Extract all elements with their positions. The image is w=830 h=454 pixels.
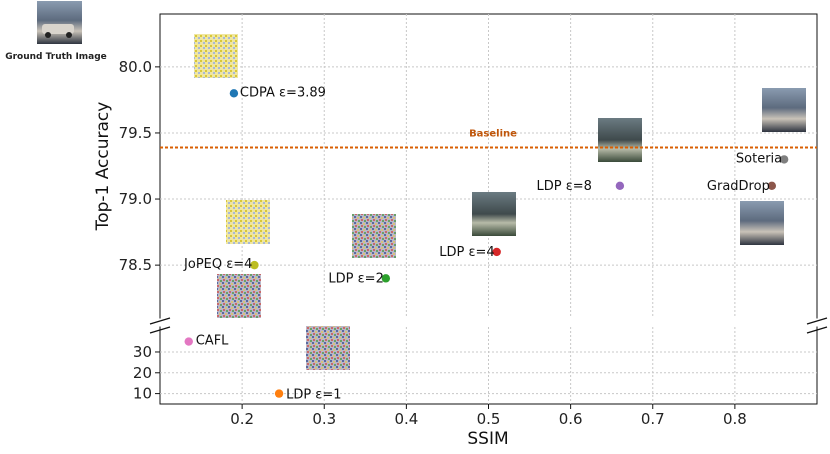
point-label-ldp-2: LDP ε=2 [328,271,383,286]
point-label-cdpa-3-89: CDPA ε=3.89 [240,85,326,100]
point-jopeq-4 [250,260,259,270]
x-axis-label: SSIM [467,429,508,449]
point-cdpa-3-89 [229,89,239,98]
soteria-thumbnail [762,88,806,132]
point-ldp-2 [381,274,391,283]
ldp-eps2-thumbnail [352,214,396,258]
x-tick-label: 0.8 [723,410,747,428]
y-tick-label-upper: 79.0 [119,190,152,208]
y-axis-label: Top-1 Accuracy [93,102,113,232]
x-tick-label: 0.5 [477,410,501,428]
cafl-thumbnail [217,274,261,318]
cdpa-thumbnail [194,34,238,78]
ldp-eps8-thumbnail [598,118,642,162]
ground-truth-label: Ground Truth Image [5,52,107,62]
point-label-cafl: CAFL [196,334,229,349]
x-tick-label: 0.6 [559,410,583,428]
point-label-soteria: Soteria [736,151,782,166]
axis-break-left [149,317,171,334]
x-tick-label: 0.3 [312,410,336,428]
point-label-ldp-8: LDP ε=8 [536,179,591,194]
y-tick-label-lower: 30 [133,343,152,361]
point-graddrop [767,181,777,191]
ldp-eps4-thumbnail [472,192,516,236]
graddrop-thumbnail [740,201,784,245]
point-ldp-1 [274,389,284,398]
y-tick-label-lower: 20 [133,364,152,382]
point-ldp-8 [615,181,625,191]
x-tick-label: 0.2 [230,410,254,428]
y-tick-label-upper: 80.0 [119,58,152,76]
point-label-graddrop: GradDrop [707,179,770,194]
y-tick-label-upper: 79.5 [119,124,152,142]
point-ldp-4 [492,247,501,257]
point-label-jopeq-4: JoPEQ ε=4 [183,257,252,272]
ground-truth-image [37,1,82,44]
jopeq-thumbnail [226,200,270,244]
point-soteria [779,155,789,164]
y-tick-label-lower: 10 [133,385,152,403]
point-cafl [184,337,193,346]
x-tick-label: 0.7 [641,410,665,428]
point-label-ldp-1: LDP ε=1 [286,388,341,403]
ldp-eps1-thumbnail [306,326,350,370]
baseline-label: Baseline [469,128,517,139]
axis-break-right [806,317,828,334]
point-label-ldp-4: LDP ε=4 [439,245,494,260]
y-tick-label-upper: 78.5 [119,256,152,274]
x-tick-label: 0.4 [394,410,418,428]
